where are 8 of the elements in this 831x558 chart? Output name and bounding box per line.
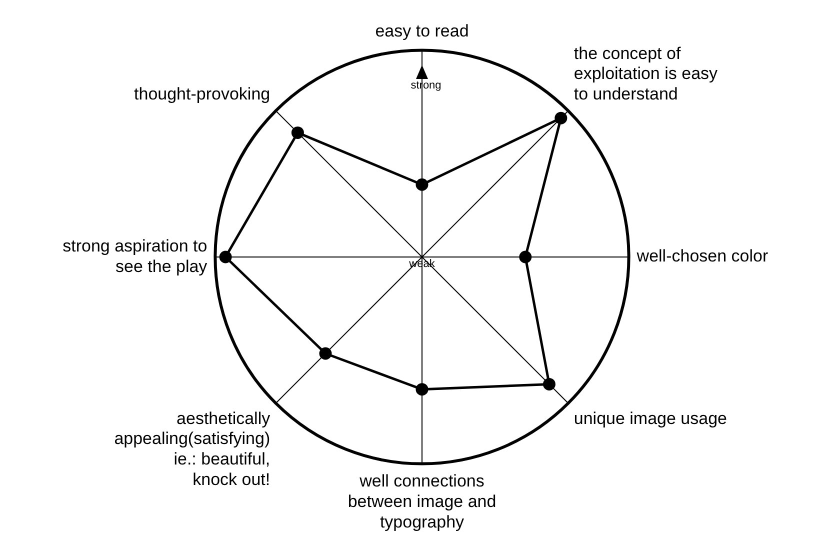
spoke-label: strong aspiration to see the play bbox=[62, 236, 208, 276]
spoke-label: thought-provoking bbox=[134, 84, 270, 104]
spoke-label: aesthetically appealing(satisfying) ie.: beautiful, knock out! bbox=[114, 408, 271, 489]
spoke-label: easy to read bbox=[375, 22, 469, 41]
spoke-label: well connections between image and typography bbox=[348, 472, 496, 532]
spoke-label: the concept of exploitation is easy to understand bbox=[574, 44, 718, 104]
spoke-label: well-chosen color bbox=[636, 246, 768, 266]
spoke-label: unique image usage bbox=[574, 408, 728, 428]
